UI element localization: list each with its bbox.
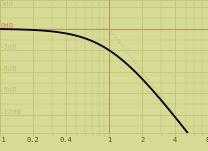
Text: -3dB: -3dB — [0, 44, 18, 50]
Text: 0dB: 0dB — [0, 23, 13, 29]
Text: -12dB: -12dB — [0, 109, 22, 115]
Text: -6dB: -6dB — [0, 66, 18, 72]
Text: 3dB: 3dB — [0, 1, 13, 7]
Text: -9dB: -9dB — [0, 87, 18, 93]
